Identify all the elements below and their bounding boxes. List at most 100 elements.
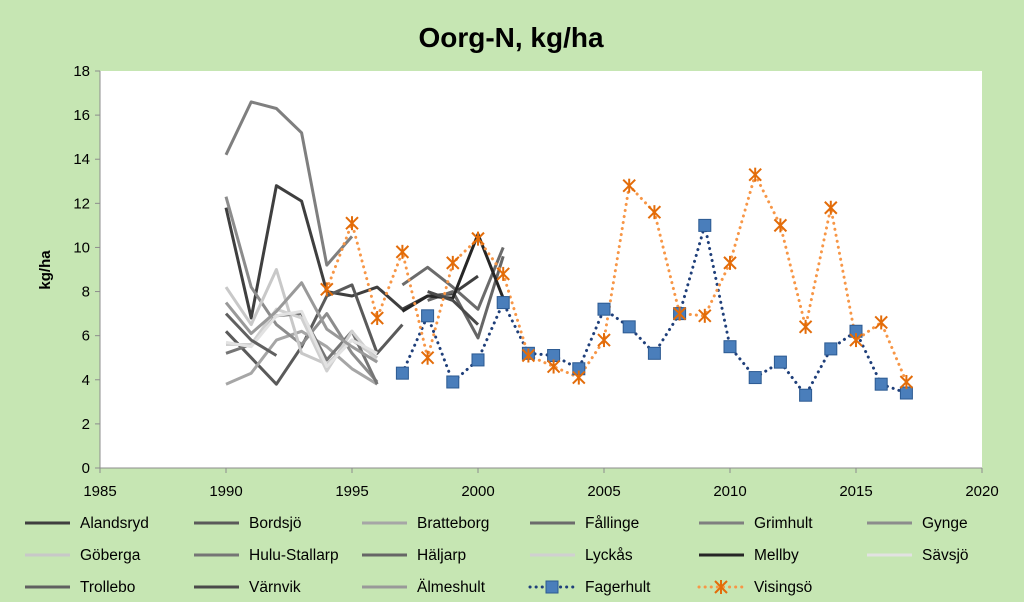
y-tick-label: 14 bbox=[73, 151, 90, 168]
chart-title: Oorg-N, kg/ha bbox=[418, 22, 604, 53]
series-line-visingso bbox=[325, 173, 908, 384]
visingso-point bbox=[773, 218, 788, 233]
x-tick-label: 1995 bbox=[335, 483, 368, 500]
legend-label: Mellby bbox=[754, 547, 799, 564]
legend-label: Trollebo bbox=[80, 579, 135, 596]
series-line-grimhult bbox=[224, 100, 354, 267]
y-tick-label: 0 bbox=[82, 460, 90, 477]
fagerhult-point bbox=[446, 375, 460, 389]
visingso-point bbox=[471, 231, 485, 246]
legend-item-bordsjo: Bordsjö bbox=[194, 515, 302, 532]
visingso-point bbox=[370, 311, 384, 326]
axes: 0 2 4 6 8 10 12 14 16 18 1985 1990 1995 2000 2005 2010 2… bbox=[73, 63, 998, 500]
series-line-fallinge bbox=[401, 246, 505, 311]
legend-label: Alandsryd bbox=[80, 515, 149, 532]
series-line-fagerhult bbox=[400, 223, 908, 397]
legend-item-trollebo: Trollebo bbox=[25, 579, 135, 596]
x-tick-label: 1985 bbox=[83, 483, 116, 500]
visingso-point bbox=[420, 350, 435, 365]
legend-label: Värnvik bbox=[249, 579, 301, 596]
legend-label: Gynge bbox=[922, 515, 968, 532]
legend-label: Fagerhult bbox=[585, 579, 651, 596]
legend-item-gynge: Gynge bbox=[867, 515, 968, 532]
visingso-point bbox=[395, 244, 410, 259]
y-tick-label: 8 bbox=[82, 284, 90, 301]
visingso-point bbox=[345, 216, 359, 231]
legend-label: Bratteborg bbox=[417, 515, 489, 532]
x-tick-label: 2015 bbox=[839, 483, 872, 500]
markers-layer bbox=[320, 167, 914, 402]
legend-item-varnvik: Värnvik bbox=[194, 579, 301, 596]
series-line-trollebo bbox=[224, 312, 278, 357]
visingso-point bbox=[446, 255, 460, 270]
visingso-point bbox=[798, 319, 813, 334]
series-line-varnvik bbox=[427, 290, 480, 326]
fagerhult-point bbox=[622, 320, 636, 334]
legend-item-goberga: Göberga bbox=[25, 547, 141, 564]
fagerhult-point bbox=[824, 342, 838, 356]
visingso-point bbox=[849, 333, 863, 348]
x-tick-label: 2020 bbox=[965, 483, 998, 500]
y-tick-label: 10 bbox=[73, 239, 90, 256]
series-line-bordsjo bbox=[224, 283, 404, 386]
fagerhult-point bbox=[874, 377, 888, 391]
y-tick-label: 2 bbox=[82, 416, 90, 433]
fagerhult-point bbox=[647, 346, 661, 360]
series-layer bbox=[224, 100, 908, 397]
legend-label: Fållinge bbox=[585, 515, 639, 532]
visingso-point bbox=[320, 282, 334, 297]
legend-item-bratteborg: Bratteborg bbox=[362, 515, 489, 532]
legend-item-almeshult: Älmeshult bbox=[362, 579, 486, 596]
fagerhult-point bbox=[723, 340, 737, 354]
legend-item-haljarp: Häljarp bbox=[362, 547, 466, 564]
x-tick-label: 2010 bbox=[713, 483, 746, 500]
visingso-point bbox=[899, 374, 914, 389]
y-axis-label: kg/ha bbox=[37, 250, 54, 290]
legend-item-fallinge: Fållinge bbox=[530, 515, 639, 532]
y-tick-label: 12 bbox=[73, 195, 90, 212]
visingso-point bbox=[748, 167, 762, 182]
legend-item-fagerhult: Fagerhult bbox=[528, 579, 651, 596]
legend-label: Sävsjö bbox=[922, 547, 969, 564]
series-line-almeshult bbox=[224, 281, 378, 364]
legend-item-savsjo: Sävsjö bbox=[867, 547, 969, 564]
legend-label: Bordsjö bbox=[249, 515, 302, 532]
legend-item-hulu-stallarp: Hulu-Stallarp bbox=[194, 547, 339, 564]
y-tick-label: 6 bbox=[82, 328, 90, 345]
fagerhult-point bbox=[545, 580, 559, 594]
plot-area bbox=[100, 71, 982, 468]
fagerhult-point bbox=[799, 388, 813, 402]
visingso-point bbox=[521, 348, 536, 363]
legend-label: Hulu-Stallarp bbox=[249, 547, 339, 564]
visingso-point bbox=[874, 315, 888, 330]
legend-item-grimhult: Grimhult bbox=[699, 515, 813, 532]
legend-label: Lyckås bbox=[585, 547, 633, 564]
y-tick-label: 16 bbox=[73, 107, 90, 124]
series-line-gynge bbox=[224, 196, 379, 383]
legend-label: Grimhult bbox=[754, 515, 813, 532]
visingso-point bbox=[714, 580, 728, 594]
legend-label: Visingsö bbox=[754, 579, 812, 596]
visingso-point bbox=[572, 370, 586, 385]
x-tick-label: 2000 bbox=[461, 483, 494, 500]
legend-label: Älmeshult bbox=[417, 579, 486, 596]
fagerhult-point bbox=[698, 218, 712, 232]
legend-item-mellby: Mellby bbox=[699, 547, 799, 564]
visingso-point bbox=[723, 255, 737, 270]
visingso-point bbox=[672, 306, 687, 321]
visingso-point bbox=[698, 308, 712, 323]
series-line-bratteborg bbox=[225, 329, 378, 386]
legend: Alandsryd Bordsjö Bratteborg Fållinge Grimhu… bbox=[25, 515, 969, 596]
legend-item-alandsryd: Alandsryd bbox=[25, 515, 149, 532]
series-line-savsjo bbox=[225, 309, 378, 368]
legend-item-lyckas: Lyckås bbox=[530, 547, 633, 564]
x-tick-label: 1990 bbox=[209, 483, 242, 500]
visingso-point bbox=[622, 178, 636, 193]
visingso-point bbox=[496, 266, 510, 281]
fagerhult-point bbox=[748, 371, 762, 385]
fagerhult-point bbox=[421, 309, 435, 323]
visingso-point bbox=[597, 333, 611, 348]
x-tick-label: 2005 bbox=[587, 483, 620, 500]
